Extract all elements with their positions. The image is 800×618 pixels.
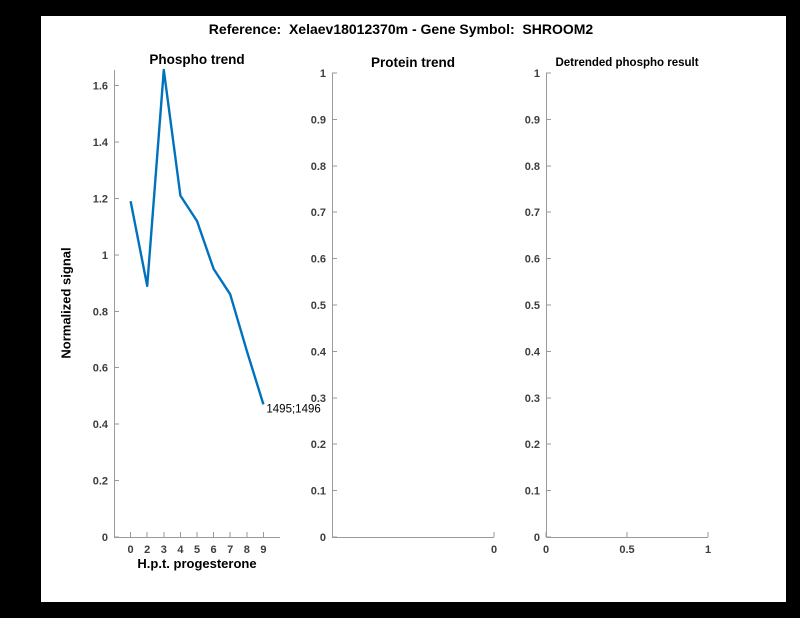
x-tick-label: 7	[227, 544, 233, 556]
protein-trend-title: Protein trend	[370, 55, 456, 70]
y-tick-label: 1	[102, 250, 108, 262]
x-axis-label: H.p.t. progesterone	[137, 556, 257, 571]
x-tick-label: 0	[543, 544, 549, 556]
y-tick-label: 1.2	[93, 193, 108, 205]
y-tick-label: 0.7	[311, 207, 326, 219]
phospho-trend-title: Phospho trend	[149, 52, 245, 67]
x-tick-label: 4	[177, 544, 184, 556]
y-tick-label: 1.6	[93, 81, 108, 93]
x-tick-label: 3	[161, 544, 167, 556]
x-tick-label: 0	[128, 544, 134, 556]
y-tick-label: 0.2	[311, 439, 326, 451]
y-tick-label: 0.8	[311, 161, 326, 173]
x-tick-label: 0	[491, 544, 497, 556]
x-tick-label: 2	[144, 544, 150, 556]
y-tick-label: 0.3	[525, 393, 540, 405]
figure-title: Reference: Xelaev18012370m - Gene Symbol…	[208, 21, 594, 37]
y-tick-label: 0.5	[311, 300, 326, 312]
y-tick-label: 0.9	[311, 114, 326, 126]
x-tick-label: 1	[705, 544, 711, 556]
y-tick-label: 0.4	[311, 346, 327, 358]
x-tick-label: 9	[260, 544, 266, 556]
y-tick-label: 0.8	[93, 306, 108, 318]
x-tick-label: 6	[211, 544, 217, 556]
x-tick-label: 5	[194, 544, 200, 556]
y-tick-label: 0.1	[525, 486, 540, 498]
y-tick-label: 0.7	[525, 207, 540, 219]
y-tick-label: 0.8	[525, 161, 540, 173]
y-tick-label: 0.4	[93, 419, 109, 431]
x-tick-label: 8	[244, 544, 250, 556]
y-tick-label: 0	[102, 532, 108, 544]
y-tick-label: 0.9	[525, 114, 540, 126]
trend-line	[129, 68, 265, 405]
y-tick-label: 0.6	[93, 363, 108, 375]
y-tick-label: 1.4	[93, 137, 109, 149]
y-tick-label: 0.4	[525, 346, 541, 358]
y-tick-label: 1	[534, 68, 540, 80]
y-tick-label: 0.1	[311, 486, 326, 498]
y-tick-label: 0.2	[93, 476, 108, 488]
x-tick-label: 0.5	[619, 544, 634, 556]
y-tick-label: 1	[320, 68, 326, 80]
y-tick-label: 0	[320, 532, 326, 544]
detrended-phospho-title: Detrended phospho result	[555, 57, 699, 69]
y-tick-label: 0.5	[525, 300, 540, 312]
y-tick-label: 0.6	[311, 254, 326, 266]
y-tick-label: 0.6	[525, 254, 540, 266]
figure-canvas	[41, 16, 786, 602]
point-annotation: 1495;1496	[266, 403, 320, 415]
y-tick-label: 0.2	[525, 439, 540, 451]
y-tick-label: 0	[534, 532, 540, 544]
y-tick-label: 0.3	[311, 393, 326, 405]
